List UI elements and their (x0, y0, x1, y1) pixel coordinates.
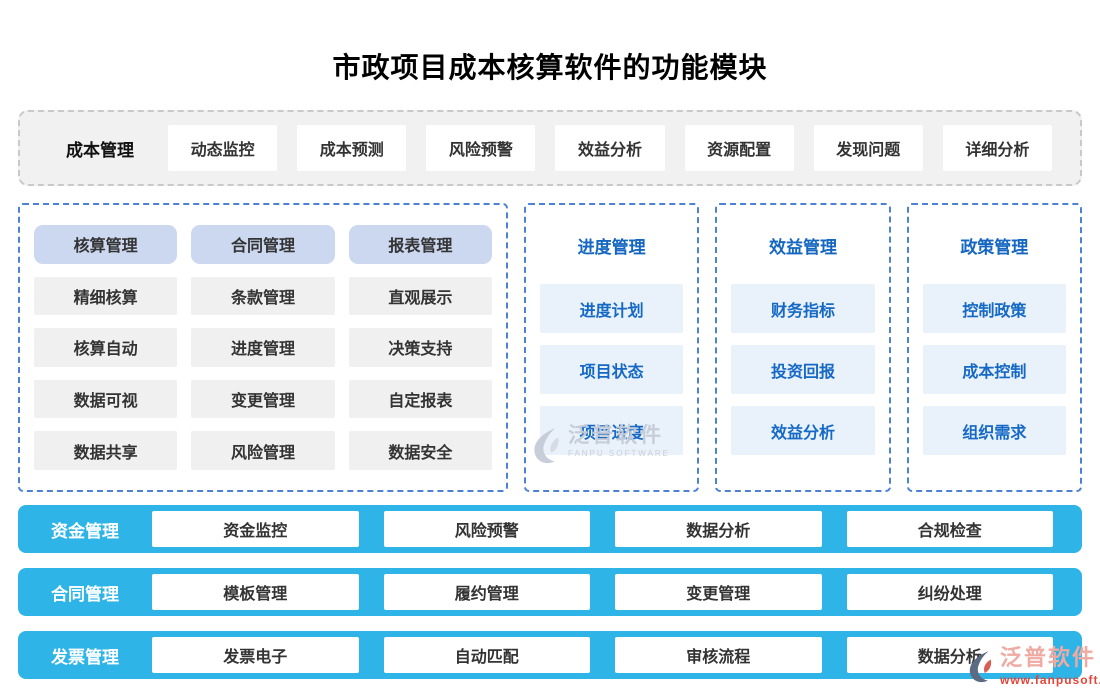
module-box: 组织需求 (922, 406, 1066, 455)
module-box: 数据共享 (34, 431, 178, 470)
group-label-cost-management: 成本管理 (66, 140, 134, 160)
module-box: 模板管理 (152, 574, 359, 610)
bar-label: 发票管理 (51, 647, 119, 667)
panel-progress-management: 进度管理 进度计划项目状态项目进度 (524, 203, 700, 492)
module-box: 数据分析 (615, 511, 822, 547)
module-box: 投资回报 (731, 345, 875, 394)
module-box: 发现问题 (813, 125, 923, 171)
module-box: 条款管理 (191, 276, 335, 316)
module-header-box: 合同管理 (191, 225, 335, 264)
module-box: 项目进度 (540, 406, 684, 455)
panel-title: 进度管理 (577, 238, 646, 257)
panel-items: 控制政策成本控制组织需求 (922, 284, 1066, 455)
cost-management-group: 成本管理 动态监控 成本预测 风险预警 效益分析 资源配置 发现问题 详细分析 (18, 110, 1082, 186)
panel-items: 进度计划项目状态项目进度 (540, 284, 684, 455)
panel-items: 财务指标投资回报效益分析 (731, 284, 875, 455)
module-box: 履约管理 (383, 574, 590, 610)
module-box: 财务指标 (731, 284, 875, 333)
module-box: 变更管理 (615, 574, 822, 610)
module-box: 决策支持 (348, 328, 492, 367)
module-box: 效益分析 (731, 406, 875, 455)
module-box: 纠纷处理 (846, 574, 1053, 610)
panel-policy-management: 政策管理 控制政策成本控制组织需求 (906, 203, 1082, 492)
module-box: 风险预警 (426, 125, 536, 171)
module-header-box: 核算管理 (34, 225, 178, 264)
module-box: 自定报表 (348, 379, 492, 419)
module-box: 风险管理 (191, 431, 335, 470)
module-box: 控制政策 (922, 284, 1066, 333)
module-box: 精细核算 (34, 276, 178, 316)
module-box: 变更管理 (191, 379, 335, 419)
module-header-box: 报表管理 (348, 225, 492, 264)
module-box: 详细分析 (942, 125, 1052, 171)
bottom-bars: 资金管理 资金监控 风险预警 数据分析 合规检查 合同管理 模板管理 履约管理 变更管理纠… (18, 505, 1082, 679)
module-box: 直观展示 (348, 276, 492, 316)
module-box: 审核流程 (615, 637, 822, 673)
module-box: 数据安全 (348, 431, 492, 470)
module-panels: 核算管理 合同管理 报表管理 精细核算 条款管理 直观展示 核算自动 进度管理 决策支持 数据可… (18, 203, 1082, 492)
bar-label: 合同管理 (51, 584, 119, 604)
module-box: 资源配置 (684, 125, 794, 171)
module-box: 数据可视 (34, 379, 178, 419)
bar-items: 资金监控 风险预警 数据分析 合规检查 (152, 511, 1053, 547)
bar-label: 资金管理 (51, 521, 119, 541)
module-box: 进度计划 (540, 284, 684, 333)
module-box: 自动匹配 (383, 637, 590, 673)
module-box: 成本控制 (922, 345, 1066, 394)
panel-title: 效益管理 (768, 238, 837, 257)
panel-benefit-management: 效益管理 财务指标投资回报效益分析 (715, 203, 891, 492)
module-box: 风险预警 (383, 511, 590, 547)
bar-fund-management: 资金管理 资金监控 风险预警 数据分析 合规检查 (18, 505, 1082, 553)
module-box: 成本预测 (297, 125, 407, 171)
bar-contract-management: 合同管理 模板管理 履约管理 变更管理 纠纷处理 (18, 568, 1082, 616)
cost-management-items: 动态监控 成本预测 风险预警 效益分析 资源配置 发现问题 详细分析 (168, 125, 1052, 171)
module-box: 项目状态 (540, 345, 684, 394)
module-box: 数据分析 (846, 637, 1053, 673)
module-box: 资金监控 (152, 511, 359, 547)
module-box: 核算自动 (34, 328, 178, 367)
bar-items: 发票电子 自动匹配 审核流程 数据分析 (152, 637, 1053, 673)
panel-title: 政策管理 (960, 238, 1029, 257)
page-title: 市政项目成本核算软件的功能模块 (332, 52, 768, 83)
module-box: 进度管理 (191, 328, 335, 367)
bar-invoice-management: 发票管理 发票电子 自动匹配 审核流程 数据分析 (18, 631, 1082, 679)
module-box: 合规检查 (846, 511, 1053, 547)
module-box: 动态监控 (168, 125, 278, 171)
module-box: 效益分析 (555, 125, 665, 171)
panel-accounting-contract-report: 核算管理 合同管理 报表管理 精细核算 条款管理 直观展示核算自动 进度管理 决策支持数据可… (18, 203, 508, 492)
module-box: 发票电子 (152, 637, 359, 673)
module-grid: 核算管理 合同管理 报表管理 精细核算 条款管理 直观展示核算自动 进度管理 决策支持数据可… (34, 225, 492, 470)
bar-items: 模板管理 履约管理 变更管理 纠纷处理 (152, 574, 1053, 610)
